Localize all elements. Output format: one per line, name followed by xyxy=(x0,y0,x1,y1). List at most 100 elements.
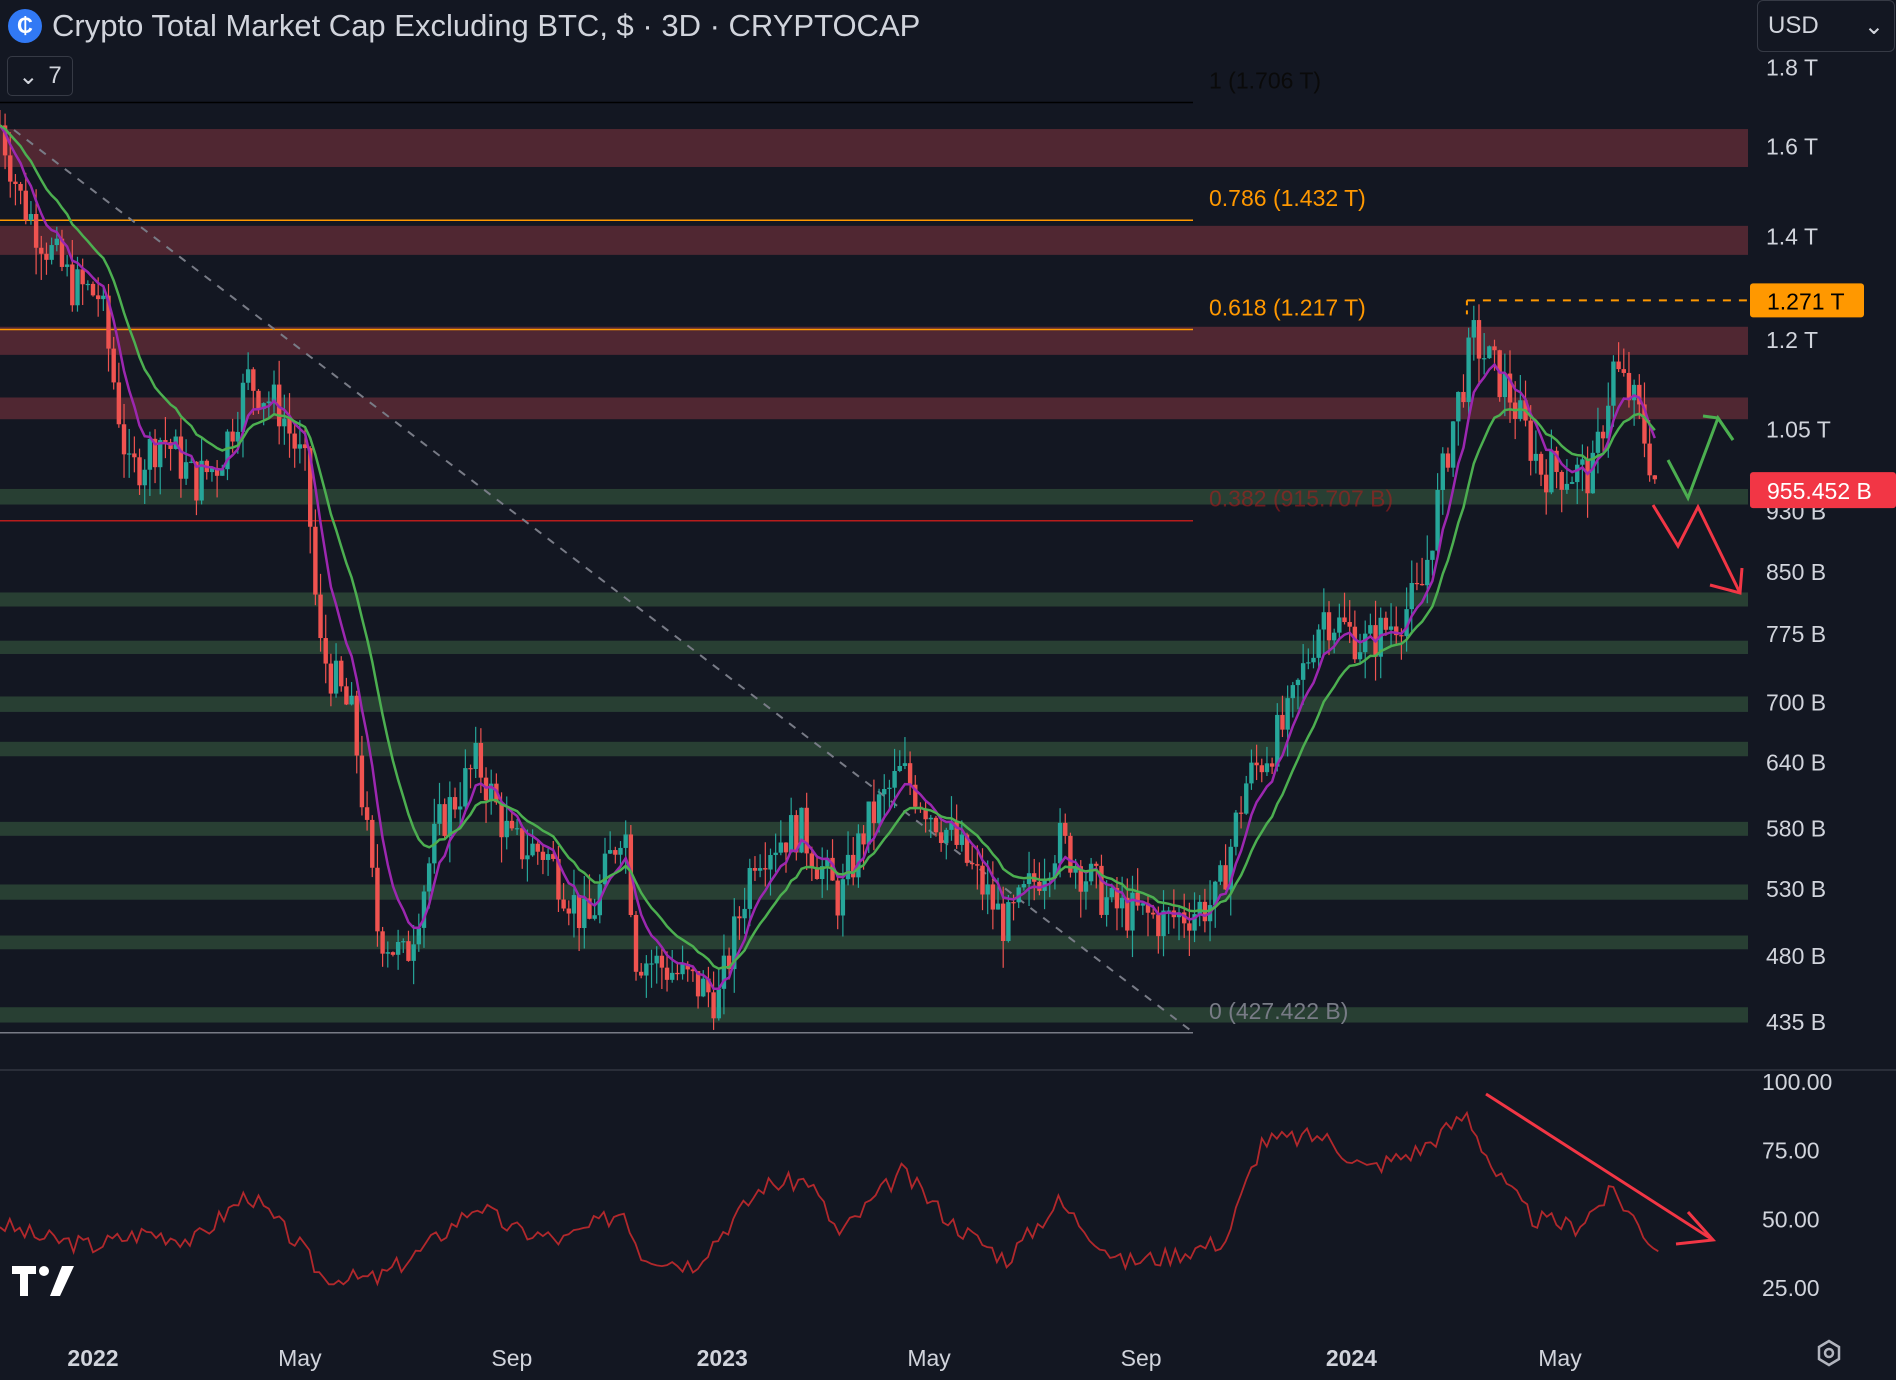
candle-body xyxy=(964,834,970,863)
candle-body xyxy=(44,253,49,260)
candle-body xyxy=(1249,762,1254,784)
candle-body xyxy=(944,829,949,843)
candle-body xyxy=(1388,626,1394,630)
candle-body xyxy=(23,190,28,221)
rsi-arrowhead xyxy=(1675,1211,1717,1246)
candle-body xyxy=(1135,892,1140,906)
candle-body xyxy=(1445,453,1451,468)
candle-body xyxy=(1544,474,1549,493)
candle-body xyxy=(840,879,846,916)
candle-body xyxy=(421,891,427,928)
chart-title-bar: ₵ Crypto Total Market Cap Excluding BTC,… xyxy=(8,6,920,46)
candle-body xyxy=(199,460,204,501)
candle-body xyxy=(561,899,566,909)
candle-body xyxy=(732,916,737,970)
candle-body xyxy=(1290,685,1296,699)
rsi-tick-label-1: 75.00 xyxy=(1762,1138,1820,1164)
currency-select[interactable]: USD ⌄ xyxy=(1757,0,1895,52)
candle-body xyxy=(18,183,23,191)
candle-body xyxy=(1088,863,1094,882)
chevron-down-icon: ⌄ xyxy=(1863,12,1884,40)
candle-body xyxy=(659,955,665,968)
candle-body xyxy=(302,444,308,449)
candle-body xyxy=(566,908,571,914)
candle-body xyxy=(1140,903,1146,906)
candle-body xyxy=(452,797,458,810)
candle-body xyxy=(1213,881,1218,906)
candle-body xyxy=(333,660,339,694)
candle-body xyxy=(344,686,349,705)
candle-body xyxy=(706,978,711,993)
candle-body xyxy=(618,847,623,855)
candle-body xyxy=(871,801,877,824)
candle-body xyxy=(473,742,478,769)
candle-body xyxy=(85,283,91,286)
candle-body xyxy=(882,789,887,795)
candle-body xyxy=(504,820,509,838)
candle-body xyxy=(1600,431,1606,439)
candle-body xyxy=(385,952,390,954)
candle-body xyxy=(1440,453,1445,491)
fib-label-1: 0.786 (1.432 T) xyxy=(1209,185,1366,211)
support-zone-5 xyxy=(0,592,1748,607)
candle-body xyxy=(907,763,913,785)
candle-body xyxy=(959,834,965,845)
candle-body xyxy=(1502,373,1508,398)
candle-body xyxy=(530,843,535,856)
candle-body xyxy=(1321,612,1327,630)
candle-body xyxy=(1119,897,1125,909)
candle-body xyxy=(509,820,515,829)
candle-body xyxy=(1109,888,1114,898)
candle-body xyxy=(535,843,540,852)
candle-body xyxy=(923,808,928,820)
candle-body xyxy=(54,238,59,246)
candle-body xyxy=(520,828,525,860)
candle-body xyxy=(778,842,784,853)
candle-body xyxy=(644,963,649,976)
candle-body xyxy=(1456,391,1461,422)
candle-body xyxy=(1342,617,1347,623)
candle-body xyxy=(582,898,587,929)
candle-body xyxy=(1347,622,1352,627)
candle-body xyxy=(638,971,644,976)
indicators-toggle-button[interactable]: ⌄ 7 xyxy=(7,56,73,96)
candle-body xyxy=(1264,763,1270,773)
candle-body xyxy=(1585,459,1590,494)
ema-slow-line xyxy=(0,124,1656,971)
resistance-zone-2 xyxy=(0,326,1748,355)
candle-body xyxy=(1492,346,1497,351)
candle-body xyxy=(1052,863,1058,878)
candle-body xyxy=(1011,902,1016,904)
candle-body xyxy=(1016,887,1021,903)
candle-body xyxy=(1404,609,1409,637)
candle-body xyxy=(95,295,101,300)
candle-body xyxy=(308,448,313,527)
candle-body xyxy=(633,915,639,972)
candle-body xyxy=(375,867,380,932)
candle-body xyxy=(1394,626,1399,636)
candle-body xyxy=(1295,679,1301,686)
currency-label: USD xyxy=(1768,12,1819,39)
time-tick-label-1: May xyxy=(278,1345,322,1371)
candle-body xyxy=(1611,361,1616,406)
candle-body xyxy=(680,964,685,975)
candle-body xyxy=(587,898,592,919)
bearish-scenario-arrow xyxy=(1651,503,1742,594)
support-zone-6 xyxy=(0,640,1748,654)
settings-gear-icon[interactable] xyxy=(1814,1338,1844,1373)
price-tick-label-8: 700 B xyxy=(1766,689,1826,715)
price-tick-label-4: 1.05 T xyxy=(1766,417,1831,443)
high-marker-label: 1.271 T xyxy=(1767,288,1845,314)
support-zone-7 xyxy=(0,696,1748,712)
candle-body xyxy=(318,594,323,639)
candle-body xyxy=(602,853,608,885)
candle-body xyxy=(1063,822,1068,836)
candle-body xyxy=(64,264,70,267)
candle-body xyxy=(726,955,732,970)
time-tick-label-7: May xyxy=(1538,1345,1582,1371)
candle-body xyxy=(1187,923,1192,931)
tradingview-logo-icon[interactable] xyxy=(12,1266,76,1303)
candle-body xyxy=(835,880,840,916)
candle-body xyxy=(675,972,680,975)
